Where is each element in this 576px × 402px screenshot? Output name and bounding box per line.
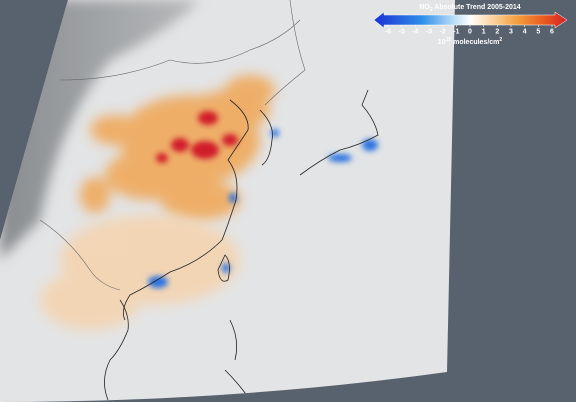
tick-label: 2	[495, 29, 499, 36]
trend-increase	[80, 75, 275, 220]
unit-exponent-2: 2	[499, 37, 502, 43]
tick-label: 0	[468, 29, 472, 36]
trend-strong-increase	[156, 111, 238, 163]
unit-exponent: 15	[446, 37, 452, 43]
colorbar: NO2 Absolute Trend 2005-2014 -6 -5 -4 -3 -2-…	[373, 4, 568, 46]
borders	[39, 0, 306, 291]
tick-label: 3	[509, 29, 513, 36]
satellite-land	[0, 0, 200, 260]
colorbar-ticks: -6 -5 -4 -3 -2 -1 0 1 2 3 4 5 6	[385, 25, 554, 36]
tick-label: 5	[536, 29, 540, 36]
tick-label: 4	[523, 29, 527, 36]
unit-base: 10	[438, 39, 446, 46]
map-content	[0, 0, 379, 401]
colorbar-unit: 1015 molecules/cm2	[438, 37, 503, 46]
tick-label: -5	[399, 29, 405, 36]
colorbar-title: NO2 Absolute Trend 2005-2014	[419, 4, 520, 13]
trend-decrease	[148, 129, 378, 288]
tick-label: -2	[440, 29, 446, 36]
title-prefix: NO	[419, 4, 430, 11]
tick-label: -3	[426, 29, 432, 36]
title-rest: Absolute Trend 2005-2014	[433, 4, 521, 11]
tick-label: 6	[550, 29, 554, 36]
tick-label: -4	[412, 29, 418, 36]
tick-label: -1	[453, 29, 459, 36]
unit-text: molecules/cm	[451, 39, 499, 46]
title-subscript: 2	[430, 7, 433, 13]
trend-slight-increase	[40, 215, 240, 330]
coastlines	[104, 89, 379, 401]
colorbar-gradient	[373, 11, 568, 29]
tick-label: -6	[385, 29, 391, 36]
tick-label: 1	[482, 29, 486, 36]
